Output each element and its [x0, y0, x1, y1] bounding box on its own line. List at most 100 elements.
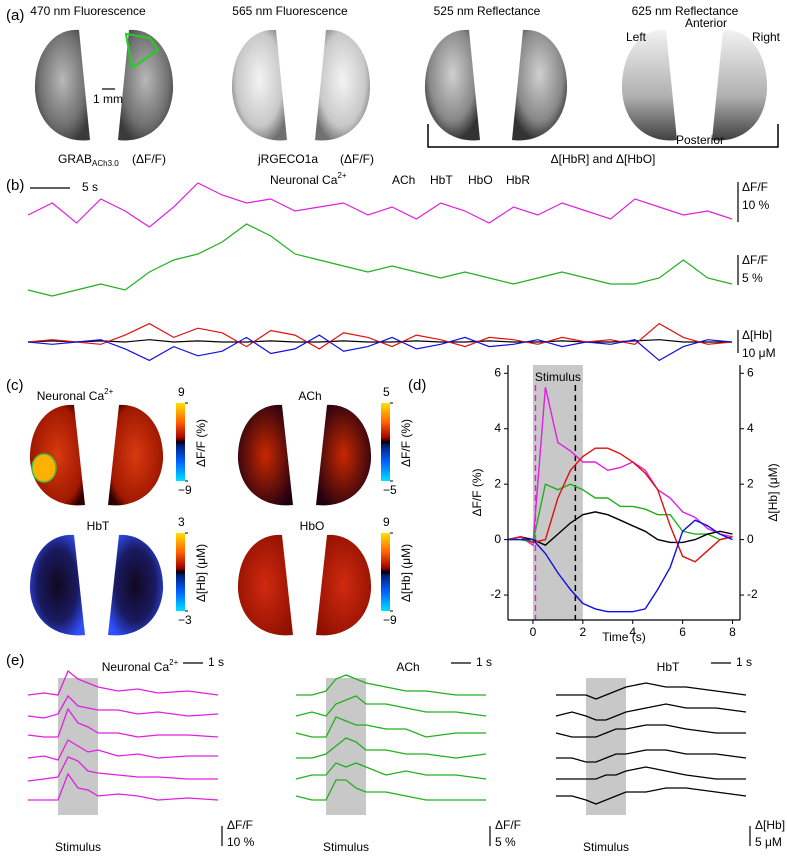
- stimulus-shade: [326, 678, 366, 815]
- hemisphere-image: [108, 534, 164, 636]
- colorbar-tick-label: 9: [383, 515, 390, 529]
- legend-entry: Neuronal Ca2+: [270, 171, 347, 187]
- colorbar: [176, 533, 185, 611]
- legend-entry: HbR: [506, 173, 530, 187]
- line-series: [508, 483, 733, 544]
- stimulus-label: Stimulus: [583, 840, 629, 854]
- y-tick-label: 4: [494, 421, 501, 435]
- x-tick-label: 8: [729, 625, 736, 639]
- orientation-label: Right: [752, 30, 781, 44]
- line-series: [508, 519, 733, 613]
- hemisphere-image: [108, 404, 164, 506]
- trial-trace: [27, 707, 219, 738]
- map-title-base: Neuronal Ca: [37, 389, 105, 403]
- trial-trace: [296, 674, 486, 696]
- stimulus-label: Stimulus: [55, 840, 101, 854]
- image-title: 470 nm Fluorescence: [30, 4, 146, 18]
- time-scale-label: 5 s: [82, 180, 98, 194]
- panel-label: (b): [6, 177, 24, 194]
- stimulus-shade: [586, 678, 626, 815]
- scale-bar-label: 10 %: [227, 835, 255, 849]
- trial-trace: [295, 779, 486, 801]
- colorbar-tick-label: −9: [383, 613, 397, 627]
- map-title: ACh: [298, 389, 321, 403]
- trial-trace: [555, 724, 746, 738]
- hemisphere-image: [316, 404, 372, 506]
- y2-axis-label: Δ[Hb] (μM): [766, 463, 780, 521]
- hemisphere-image: [237, 534, 293, 636]
- hemisphere-image: [512, 29, 568, 141]
- colorbar: [381, 533, 390, 611]
- image-title: 565 nm Fluorescence: [232, 4, 348, 18]
- colorbar-tick-label: −5: [383, 483, 397, 497]
- scale-bar-label: 10 μM: [742, 346, 776, 360]
- map-title: HbT: [87, 519, 110, 533]
- y-tick-label: 6: [494, 365, 501, 379]
- roi-spot: [31, 453, 57, 483]
- map-title: Neuronal Ca2+: [37, 387, 114, 403]
- hemisphere-image: [237, 404, 293, 506]
- image-caption: (ΔF/F): [340, 152, 374, 166]
- colorbar-tick-label: −9: [178, 483, 192, 497]
- legend-entry: HbT: [430, 173, 453, 187]
- image-caption-base: GRAB: [58, 152, 92, 166]
- y-tick-label: -2: [490, 587, 501, 601]
- bracket: [427, 124, 779, 148]
- panel-label: (a): [6, 7, 24, 24]
- y2-tick-label: -2: [747, 587, 758, 601]
- scale-bar-label: 5 μM: [755, 835, 782, 849]
- trial-trace: [556, 682, 747, 700]
- image-caption: GRABACh3.0: [58, 152, 119, 168]
- colorbar-tick-label: 5: [383, 385, 390, 399]
- colorbar: [176, 403, 185, 481]
- line-series: [507, 511, 733, 547]
- trial-trace: [27, 694, 219, 719]
- orientation-label: Anterior: [685, 16, 727, 30]
- orientation-label: Left: [626, 30, 647, 44]
- hemisphere-image: [231, 29, 287, 141]
- image-title: 625 nm Reflectance: [632, 4, 739, 18]
- time-scale-label: 1 s: [208, 655, 224, 669]
- trial-trace: [27, 739, 218, 761]
- trial-trace: [556, 787, 747, 805]
- y-tick-label: 2: [494, 476, 501, 490]
- colorbar-tick-label: −3: [178, 613, 192, 627]
- hemisphere-image: [621, 29, 677, 141]
- x-axis-label: Time (s): [602, 630, 646, 644]
- legend-entry: HbO: [468, 173, 493, 187]
- time-scale-label: 1 s: [476, 655, 492, 669]
- hemisphere-image: [118, 29, 174, 141]
- line-series: [507, 447, 733, 563]
- trace-title: Neuronal Ca2+: [102, 658, 179, 674]
- stimulus-label: Stimulus: [323, 840, 369, 854]
- legend-entry-sup: 2+: [337, 171, 346, 180]
- scale-bar-label: ΔF/F: [742, 253, 768, 267]
- stimulus-shade: [532, 365, 583, 620]
- scale-bar-label: Δ[Hb]: [755, 818, 785, 832]
- trace-title: HbT: [657, 660, 680, 674]
- panel-label: (c): [6, 377, 24, 394]
- scale-bar-label: 5 %: [495, 835, 516, 849]
- colorbar-tick-label: 3: [178, 515, 185, 529]
- x-tick-label: 6: [679, 625, 686, 639]
- trace: [27, 223, 733, 297]
- scale-bar-label: 1 mm: [93, 92, 123, 106]
- trial-trace: [555, 703, 747, 721]
- legend-entry: ACh: [392, 173, 415, 187]
- colorbar-label: Δ[Hb] (μM): [194, 544, 208, 602]
- stimulus-label: Stimulus: [535, 370, 581, 384]
- x-tick-label: 4: [629, 625, 636, 639]
- orientation-label: Posterior: [676, 133, 724, 147]
- scale-bar-label: 5 %: [742, 271, 763, 285]
- trace: [27, 322, 733, 350]
- image-caption: (ΔF/F): [132, 152, 166, 166]
- trial-trace: [295, 695, 487, 717]
- y2-tick-label: 4: [747, 421, 754, 435]
- hemisphere-image: [424, 29, 480, 141]
- y2-tick-label: 2: [747, 476, 754, 490]
- hemisphere-image: [712, 29, 768, 141]
- image-caption-sub: ACh3.0: [92, 159, 119, 168]
- trial-trace: [27, 756, 218, 782]
- colorbar: [381, 403, 390, 481]
- line-series: [507, 387, 733, 547]
